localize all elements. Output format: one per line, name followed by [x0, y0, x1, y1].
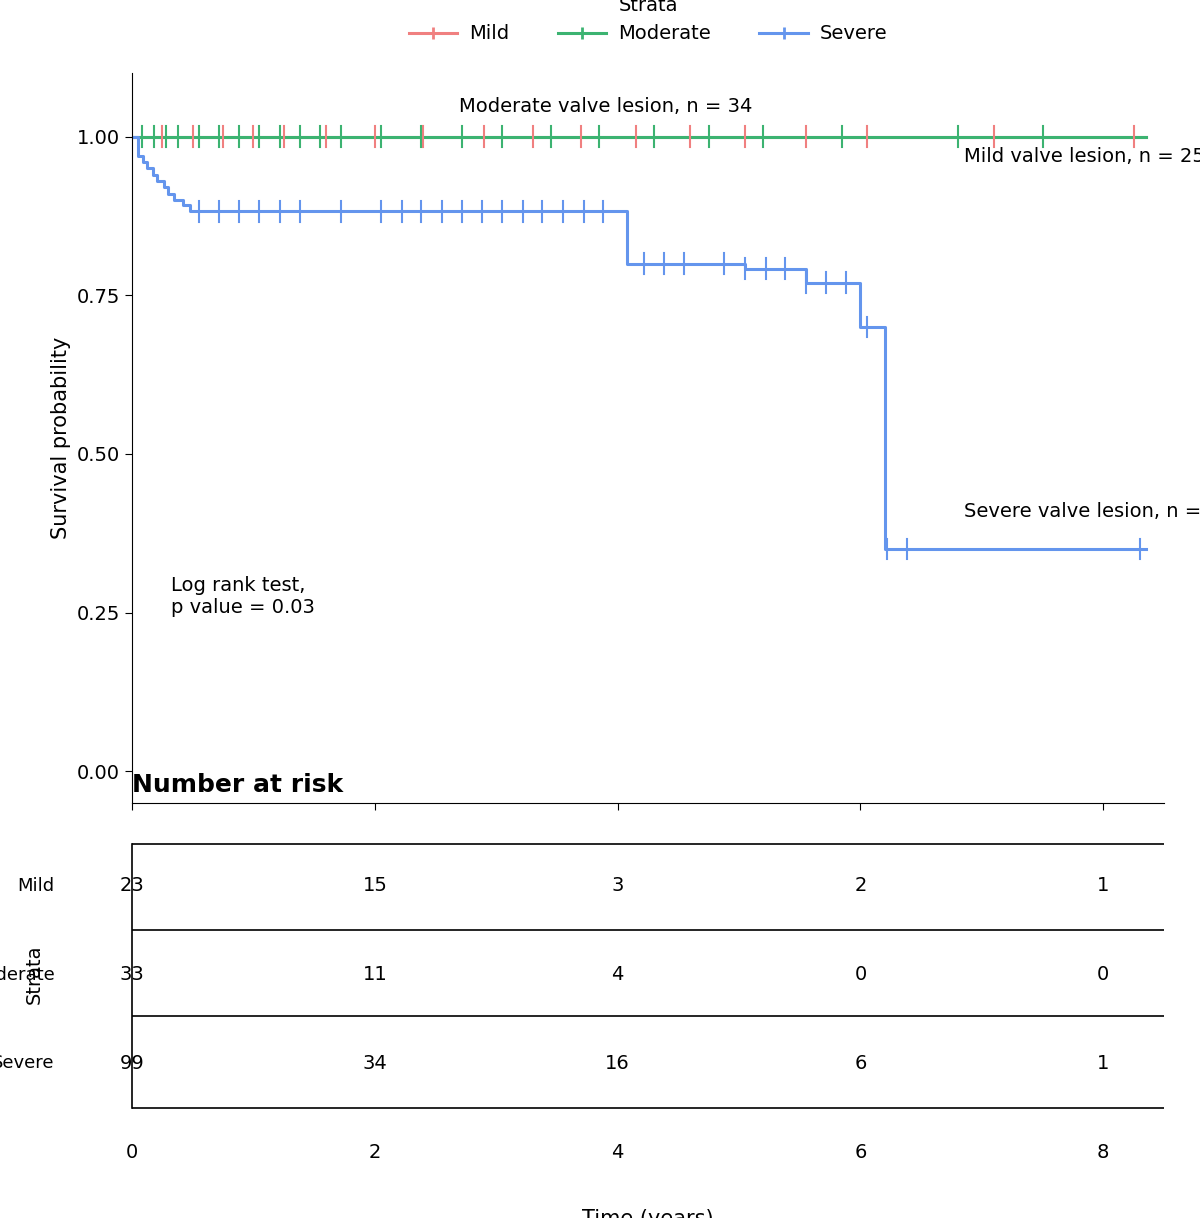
Text: 0: 0 — [854, 965, 866, 984]
Text: 0: 0 — [126, 1142, 138, 1162]
Text: Mild: Mild — [18, 877, 55, 895]
Text: Severe: Severe — [0, 1055, 55, 1072]
Text: 16: 16 — [605, 1054, 630, 1073]
Text: 4: 4 — [612, 1142, 624, 1162]
Text: Severe valve lesion, n = 96: Severe valve lesion, n = 96 — [964, 502, 1200, 520]
Text: 33: 33 — [120, 965, 144, 984]
Text: 4: 4 — [612, 965, 624, 984]
Text: 6: 6 — [854, 1054, 866, 1073]
Text: 34: 34 — [362, 1054, 388, 1073]
Text: 1: 1 — [1097, 876, 1110, 895]
Text: Time (years): Time (years) — [582, 1209, 714, 1218]
Text: Moderate: Moderate — [0, 966, 55, 984]
Text: 1: 1 — [1097, 1054, 1110, 1073]
Text: 8: 8 — [1097, 1142, 1110, 1162]
Text: Number at risk: Number at risk — [132, 772, 343, 797]
Y-axis label: Survival probability: Survival probability — [52, 337, 71, 540]
Text: 2: 2 — [854, 876, 866, 895]
Text: 0: 0 — [1097, 965, 1110, 984]
Legend: Mild, Moderate, Severe: Mild, Moderate, Severe — [401, 0, 895, 51]
Text: 2: 2 — [368, 1142, 382, 1162]
Text: Moderate valve lesion, n = 34: Moderate valve lesion, n = 34 — [458, 97, 752, 116]
Text: 11: 11 — [362, 965, 388, 984]
Text: Mild valve lesion, n = 25: Mild valve lesion, n = 25 — [964, 147, 1200, 167]
Text: 3: 3 — [612, 876, 624, 895]
Text: 6: 6 — [854, 1142, 866, 1162]
Text: 23: 23 — [120, 876, 144, 895]
Text: Strata: Strata — [24, 945, 43, 1005]
Text: 15: 15 — [362, 876, 388, 895]
Text: 99: 99 — [120, 1054, 144, 1073]
Text: Log rank test,
p value = 0.03: Log rank test, p value = 0.03 — [170, 576, 314, 618]
